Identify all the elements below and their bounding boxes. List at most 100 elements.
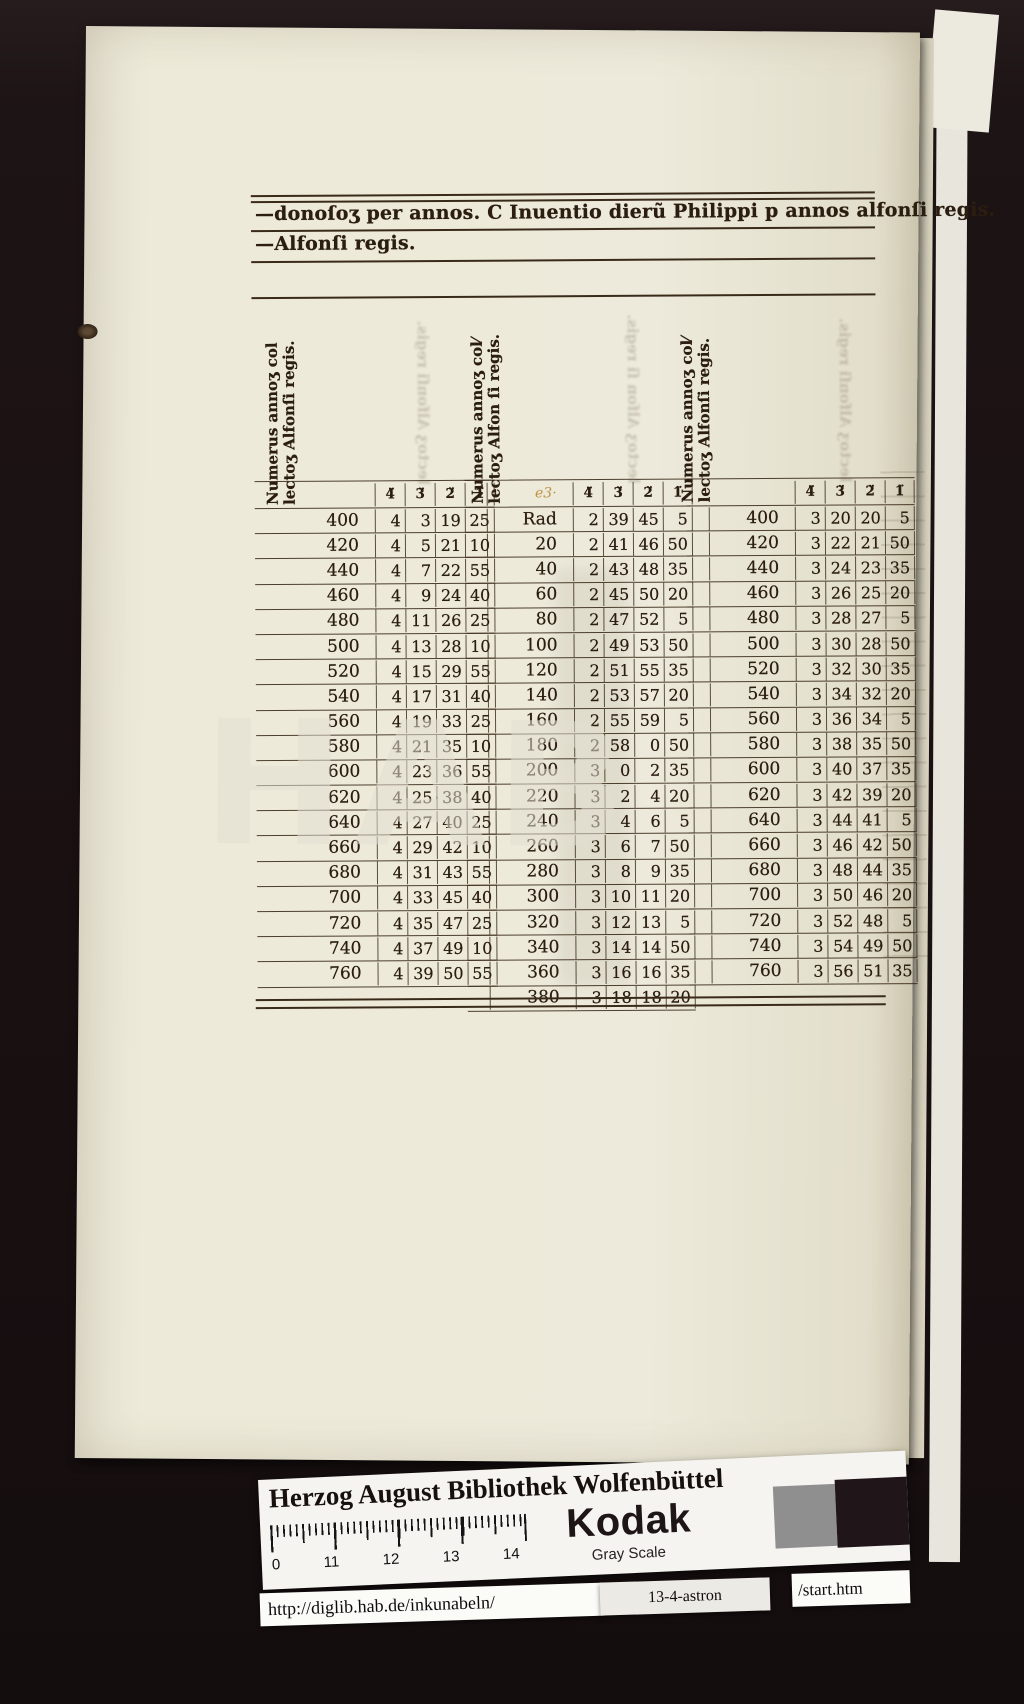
table-cell: 50 — [633, 582, 664, 606]
row-label: 280 — [488, 860, 576, 884]
table-row: 660 3 46 42 50 — [688, 832, 917, 860]
table-row: 520 3 32 30 35 — [687, 656, 916, 683]
row-label: 500 — [327, 636, 360, 657]
table-cell: 10 — [605, 885, 636, 909]
table-cell: 26 — [435, 609, 466, 633]
table-cell: 19 — [405, 710, 437, 734]
row-label: 560 — [709, 707, 797, 732]
row-label: 720 — [711, 909, 798, 933]
table-cell: 45 — [603, 582, 634, 607]
row-label: 640 — [328, 812, 361, 833]
table-cell: 15 — [405, 659, 436, 683]
table-cell: 22 — [824, 531, 856, 555]
black-patch — [834, 1476, 910, 1548]
row-label: 100 — [487, 633, 574, 658]
ruler: 0 11 12 13 14 — [270, 1513, 534, 1582]
table-cell: 2 — [573, 608, 604, 632]
table-cell: 3 — [796, 783, 827, 807]
table-cell: 35 — [886, 858, 918, 882]
page-header-line-2: —Alfonſi regis. — [255, 232, 416, 256]
table-cell: 59 — [633, 708, 665, 732]
table-cell: 3 — [796, 858, 828, 883]
ruler-number: 13 — [442, 1547, 460, 1566]
row-label: 680 — [710, 859, 798, 883]
table-cell: 47 — [603, 608, 634, 632]
row-label: 160 — [487, 709, 575, 733]
rotated-header-line: lectoʒ Alfonſi regis. — [694, 337, 714, 503]
table-cell: 3 — [574, 759, 605, 783]
table-cell: 3 — [796, 808, 827, 832]
table-cell: 49 — [603, 633, 634, 657]
table-cell: 3 — [795, 657, 826, 681]
table-cell: 49 — [857, 934, 888, 958]
table-cell: 2 — [604, 784, 635, 808]
table-row: 420 4 5 21 10 — [254, 532, 496, 560]
table-cell: 27 — [406, 810, 437, 835]
table-cell: 3 — [797, 934, 828, 958]
row-label: 80 — [487, 608, 574, 633]
table-cell: 3 — [574, 784, 605, 808]
table-row: 700 3 50 46 20 — [689, 882, 918, 910]
column-header: 4̈ — [374, 482, 405, 506]
table-row: 740 4 37 49 10 — [257, 935, 498, 963]
row-label: 260 — [488, 835, 575, 859]
table-cell: 3 — [575, 910, 606, 934]
table-cell: 21 — [854, 531, 886, 555]
table-cell: 28 — [435, 634, 466, 658]
row-label: 340 — [489, 935, 576, 960]
table-cell: 4 — [375, 685, 406, 709]
table-cell: 42 — [856, 833, 887, 857]
row-label: 440 — [326, 560, 360, 581]
table-cell: 35 — [436, 735, 467, 759]
section-rule — [251, 293, 876, 300]
table-cell: 36 — [825, 707, 857, 731]
table-cell: 34 — [825, 682, 856, 706]
row-label: 540 — [327, 686, 360, 707]
table-subheader-row: 4̈ 3̈ 2̈ 1̈ — [254, 479, 495, 510]
table-cell: 3 — [796, 833, 827, 857]
table-cell: 36 — [436, 760, 467, 784]
table-cell: 20 — [824, 506, 855, 530]
bleedthrough-text: lectoʒ Alfon ſi regis. — [623, 314, 643, 484]
table-cell: 2 — [572, 532, 604, 556]
table-cell: 3 — [575, 885, 606, 909]
table-cell: 34 — [855, 707, 887, 731]
table-cell: 35 — [885, 656, 916, 681]
table-row: 540 3 34 32 20 — [687, 681, 916, 708]
table-cell: 29 — [406, 836, 437, 860]
start-link-label: /start.htm — [791, 1570, 911, 1607]
table-row: 400 3 20 20 5 — [686, 505, 915, 532]
table-annotation — [267, 494, 375, 495]
rotated-header-line: lectoʒ Alfonſi regis. — [279, 340, 299, 505]
row-label: 620 — [327, 787, 361, 808]
table-cell: 5 — [887, 908, 918, 932]
row-label: 720 — [328, 913, 362, 934]
table-cell: 39 — [856, 782, 887, 807]
table-cell: 2 — [574, 734, 605, 758]
table-cell: 4 — [376, 735, 407, 759]
table-cell: 3 — [795, 581, 826, 605]
table-row: 760 4 39 50 55 — [257, 961, 498, 988]
table-cell: 42 — [826, 783, 857, 807]
bleedthrough-text: lectoʒ Alfonſi regis. — [413, 320, 433, 486]
table-subheader-row: 4̈ 3̈ 2̈ 1̈ — [686, 477, 915, 507]
table-cell: 52 — [633, 607, 664, 632]
table-row: 220 3 2 4 20 — [466, 783, 695, 811]
table-cell: 50 — [887, 933, 918, 958]
table-cell: 2 — [573, 658, 604, 682]
table-cell: 3 — [574, 860, 606, 884]
table-cell: 19 — [434, 508, 465, 532]
table-cell: 13 — [405, 634, 436, 658]
table-cell: 4 — [375, 584, 406, 608]
column-header: 3̈ — [602, 481, 633, 505]
table-cell: 5 — [404, 533, 436, 558]
table-cell: 24 — [825, 556, 856, 580]
backing-strip — [928, 19, 969, 1563]
table-cell: 45 — [437, 886, 468, 910]
table-cell: 4 — [375, 559, 406, 583]
table-row: 320 3 12 13 5 — [467, 909, 696, 937]
gray-scale-label: Gray Scale — [591, 1543, 667, 1564]
table-row: 480 3 28 27 5 — [687, 605, 916, 633]
table-cell: 4 — [375, 609, 406, 633]
